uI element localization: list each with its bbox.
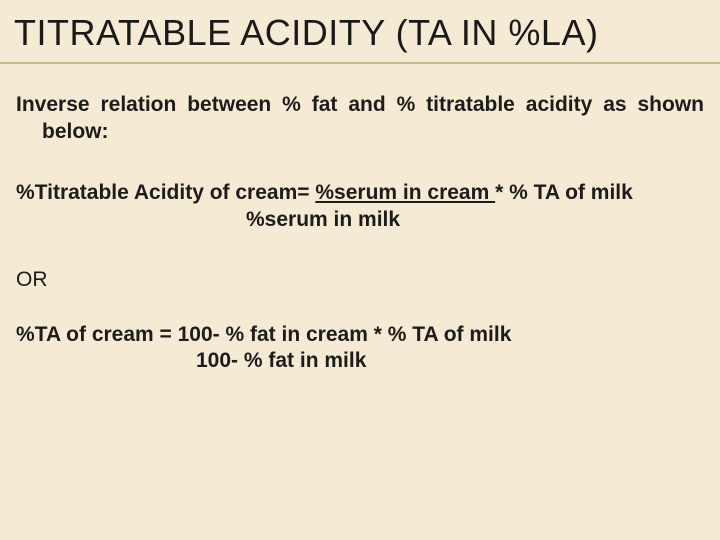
formula-1-line-1: %Titratable Acidity of cream= %serum in … bbox=[16, 180, 704, 207]
formula-1-pre: %Titratable Acidity of cream= bbox=[16, 181, 315, 204]
formula-1-post: * % TA of milk bbox=[495, 181, 633, 204]
formula-2: %TA of cream = 100- % fat in cream * % T… bbox=[16, 322, 704, 376]
slide-title: TITRATABLE ACIDITY (TA IN %LA) bbox=[0, 0, 720, 64]
or-separator: OR bbox=[16, 268, 704, 292]
slide-content: Inverse relation between % fat and % tit… bbox=[0, 64, 720, 375]
formula-2-line-1: %TA of cream = 100- % fat in cream * % T… bbox=[16, 322, 704, 349]
intro-paragraph: Inverse relation between % fat and % tit… bbox=[16, 92, 704, 146]
intro-text: Inverse relation between % fat and % tit… bbox=[16, 92, 704, 146]
formula-1-numerator: %serum in cream bbox=[315, 181, 495, 204]
slide: TITRATABLE ACIDITY (TA IN %LA) Inverse r… bbox=[0, 0, 720, 540]
formula-2-line-2: 100- % fat in milk bbox=[16, 348, 704, 375]
formula-1-denominator: %serum in milk bbox=[16, 207, 704, 234]
formula-1: %Titratable Acidity of cream= %serum in … bbox=[16, 180, 704, 234]
